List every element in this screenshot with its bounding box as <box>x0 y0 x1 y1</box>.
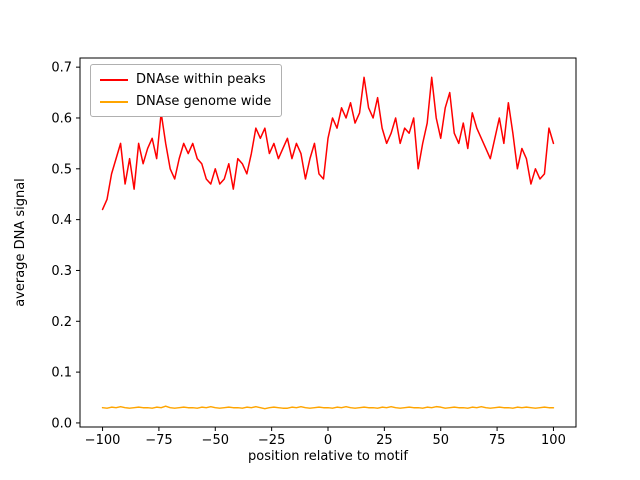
legend-entry: DNAse genome wide <box>100 94 271 109</box>
x-tick-label: −25 <box>258 433 285 448</box>
x-tick-label: −100 <box>85 433 121 448</box>
y-tick-label: 0.6 <box>51 111 72 126</box>
x-tick-label: −50 <box>202 433 229 448</box>
legend-line-swatch <box>100 100 128 103</box>
x-tick-label: 0 <box>324 433 332 448</box>
x-tick-label: 50 <box>432 433 449 448</box>
x-tick-label: 25 <box>376 433 393 448</box>
legend-entry: DNAse within peaks <box>100 72 271 87</box>
x-tick-label: −75 <box>145 433 172 448</box>
y-tick-label: 0.3 <box>51 264 72 279</box>
y-tick-label: 0.7 <box>51 61 72 76</box>
legend-line-swatch <box>100 78 128 81</box>
y-axis-label: average DNA signal <box>13 178 28 307</box>
y-tick-label: 0.4 <box>51 213 72 228</box>
y-tick-label: 0.0 <box>51 416 72 431</box>
legend: DNAse within peaks DNAse genome wide <box>90 64 283 117</box>
y-tick-label: 0.2 <box>51 315 72 330</box>
y-tick-label: 0.1 <box>51 366 72 381</box>
x-tick-label: 100 <box>541 433 566 448</box>
y-tick-label: 0.5 <box>51 162 72 177</box>
plot-generated: −100 −75 −50 −25 0 25 50 75 100 0.0 0.1 0.2 0.3 0.4 0.… <box>51 57 577 448</box>
legend-label: DNAse within peaks <box>136 72 266 87</box>
series-line-1 <box>101 405 555 410</box>
x-axis-label: position relative to motif <box>248 449 408 464</box>
series-line-0 <box>101 76 555 211</box>
x-tick-label: 75 <box>489 433 506 448</box>
legend-label: DNAse genome wide <box>136 94 272 109</box>
